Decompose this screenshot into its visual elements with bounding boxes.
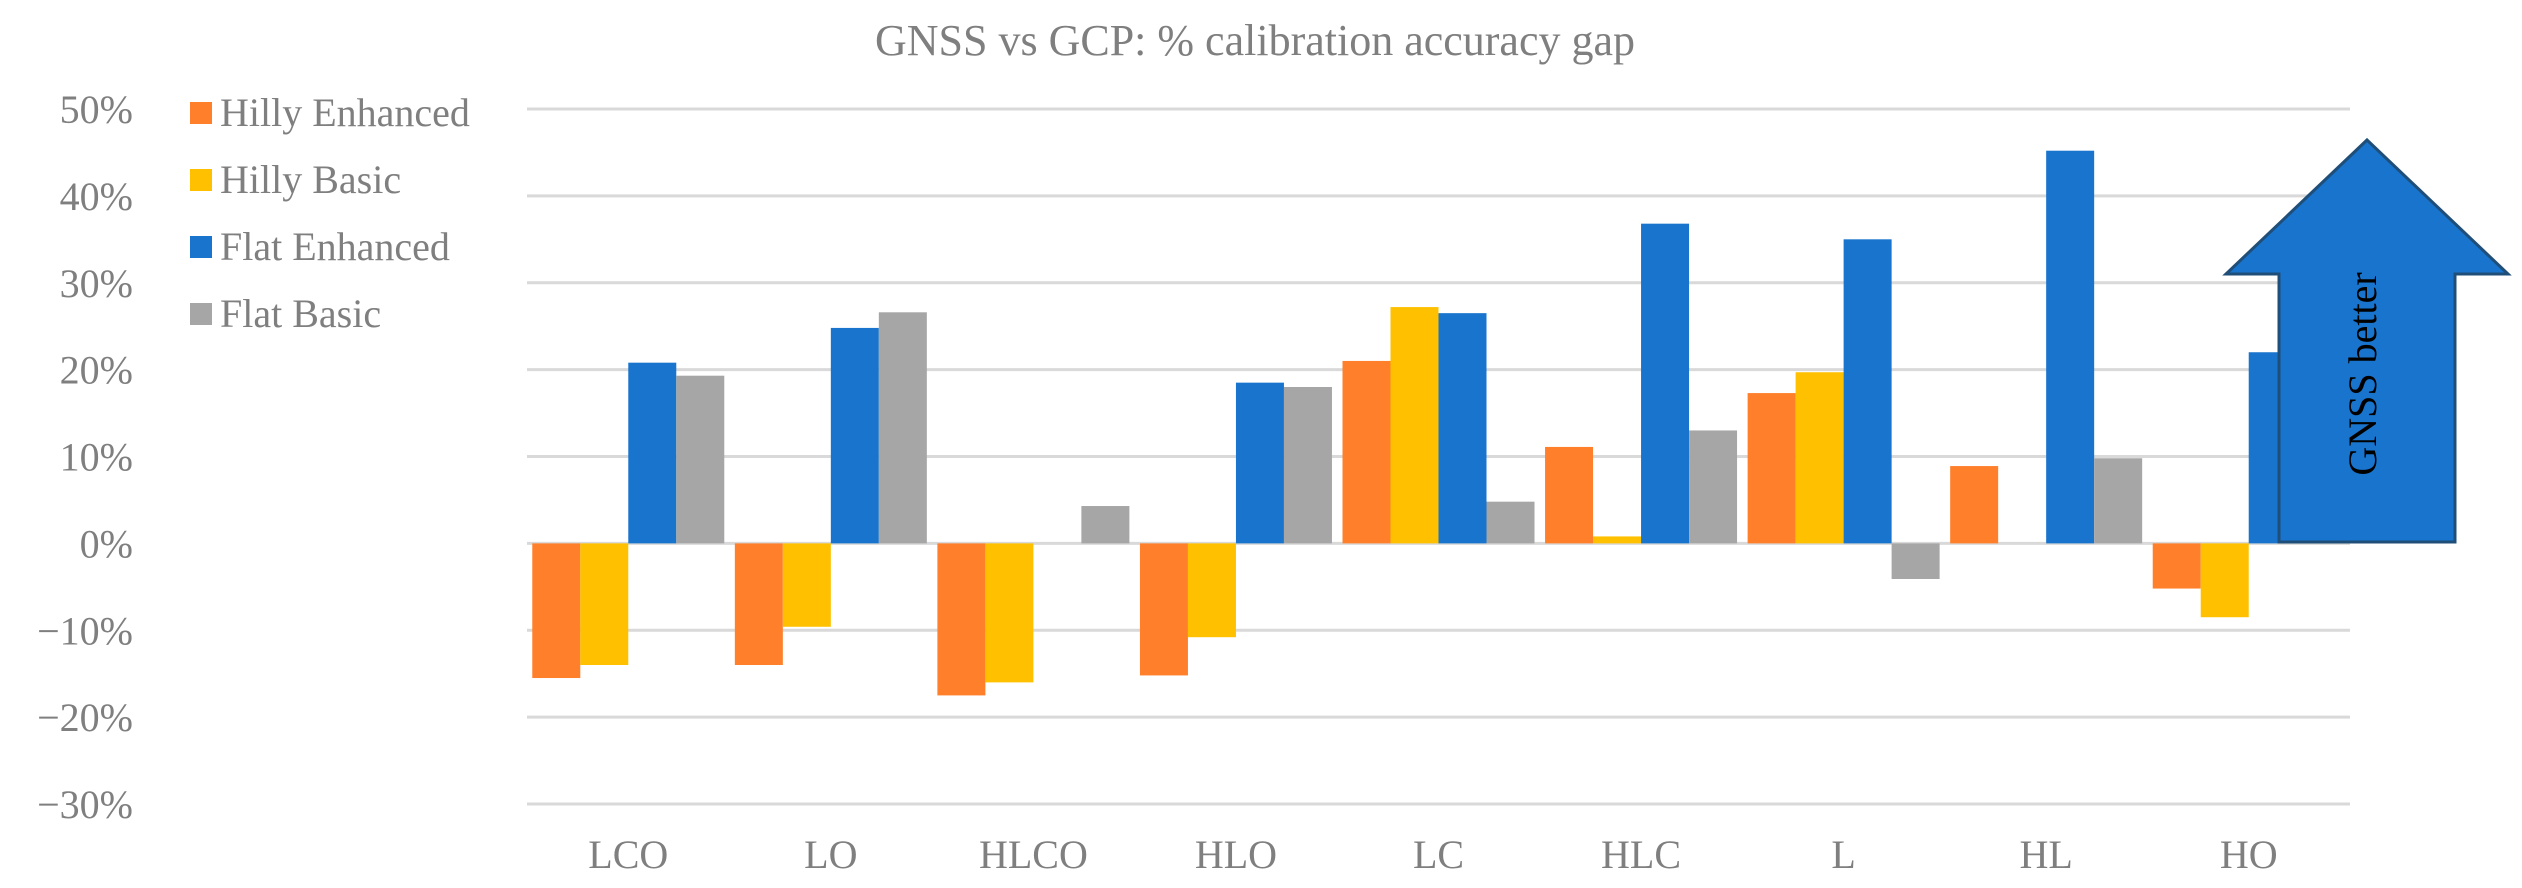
- bar-hilly-basic-lc: [1390, 307, 1439, 544]
- legend-label: Flat Basic: [220, 291, 381, 336]
- gnss-better-annotation: GNSS better: [2222, 137, 2512, 544]
- up-arrow-icon: [2222, 137, 2512, 544]
- x-tick-label: HLO: [1195, 832, 1277, 877]
- y-tick-label: 40%: [60, 174, 133, 219]
- bar-hilly-basic-l: [1795, 372, 1844, 544]
- bar-hilly-enhanced-hlo: [1139, 543, 1188, 676]
- y-axis-ticks: −30% −20% −10% 0% 10% 20% 30% 40% 50%: [37, 87, 133, 827]
- bar-hilly-basic-lo: [782, 543, 831, 627]
- x-tick-label: HL: [2020, 832, 2073, 877]
- chart-title: GNSS vs GCP: % calibration accuracy gap: [875, 16, 1635, 65]
- legend-swatch: [190, 236, 212, 258]
- bar-hilly-enhanced-hlco: [937, 543, 986, 696]
- bar-hilly-basic-ho: [2200, 543, 2249, 618]
- bar-flat-enhanced-lc: [1438, 313, 1487, 544]
- y-tick-label: 0%: [80, 521, 133, 566]
- bar-flat-enhanced-lo: [830, 327, 879, 544]
- x-tick-label: LO: [804, 832, 857, 877]
- bar-hilly-basic-hlco: [985, 543, 1034, 683]
- bar-hilly-enhanced-l: [1747, 393, 1796, 544]
- bar-hilly-enhanced-lc: [1342, 360, 1391, 544]
- bar-flat-basic-lc: [1486, 501, 1535, 544]
- legend-label: Hilly Enhanced: [220, 90, 470, 135]
- y-tick-label: −20%: [37, 695, 133, 740]
- bar-hilly-basic-hlo: [1187, 543, 1236, 638]
- legend-swatch: [190, 303, 212, 325]
- x-tick-label: L: [1831, 832, 1855, 877]
- bar-hilly-enhanced-ho: [2152, 543, 2201, 589]
- legend-label: Hilly Basic: [220, 157, 401, 202]
- bar-flat-basic-hlo: [1283, 387, 1332, 544]
- bar-flat-basic-hl: [2094, 458, 2143, 544]
- x-axis-ticks: LCO LO HLCO HLO LC HLC L HL HO: [588, 832, 2277, 877]
- bar-hilly-enhanced-hlc: [1545, 446, 1594, 544]
- bar-flat-enhanced-hlc: [1641, 223, 1690, 544]
- y-tick-label: −30%: [37, 782, 133, 827]
- bar-hilly-enhanced-lo: [734, 543, 783, 665]
- gnss-better-label: GNSS better: [2340, 272, 2385, 475]
- bar-hilly-enhanced-hl: [1950, 466, 1999, 544]
- bar-flat-enhanced-lco: [628, 362, 677, 544]
- y-tick-label: 10%: [60, 435, 133, 480]
- bar-flat-enhanced-hlo: [1235, 382, 1284, 544]
- y-tick-label: 30%: [60, 261, 133, 306]
- bar-flat-basic-lco: [676, 375, 725, 544]
- bars: [532, 150, 2345, 696]
- y-tick-label: −10%: [37, 608, 133, 653]
- x-tick-label: HLC: [1601, 832, 1681, 877]
- bar-flat-basic-hlco: [1081, 506, 1130, 544]
- legend-swatch: [190, 169, 212, 191]
- bar-flat-basic-l: [1891, 543, 1940, 579]
- bar-flat-enhanced-l: [1843, 239, 1892, 544]
- bar-hilly-basic-lco: [580, 543, 629, 665]
- bar-hilly-basic-hlc: [1593, 536, 1642, 544]
- bar-flat-basic-lo: [878, 312, 927, 544]
- legend: Hilly Enhanced Hilly Basic Flat Enhanced Fl…: [190, 90, 470, 336]
- x-tick-label: LC: [1413, 832, 1464, 877]
- legend-swatch: [190, 102, 212, 124]
- bar-flat-enhanced-hl: [2046, 150, 2095, 544]
- x-tick-label: LCO: [588, 832, 668, 877]
- x-tick-label: HLCO: [979, 832, 1088, 877]
- legend-label: Flat Enhanced: [220, 224, 450, 269]
- x-tick-label: HO: [2220, 832, 2278, 877]
- bar-flat-basic-hlc: [1689, 430, 1738, 544]
- y-tick-label: 50%: [60, 87, 133, 132]
- y-tick-label: 20%: [60, 348, 133, 393]
- bar-hilly-enhanced-lco: [532, 543, 581, 679]
